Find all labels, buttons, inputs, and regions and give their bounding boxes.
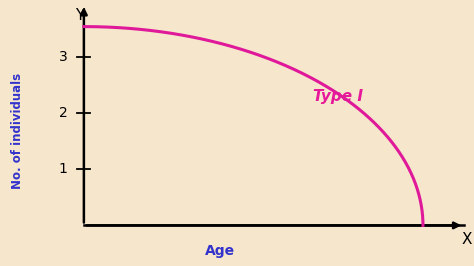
Text: 2: 2	[59, 106, 67, 120]
Text: 3: 3	[59, 50, 67, 64]
Text: Type I: Type I	[313, 89, 363, 104]
Text: Y: Y	[75, 8, 84, 23]
Text: Age: Age	[205, 244, 235, 257]
Text: 1: 1	[58, 163, 67, 176]
Text: No. of individuals: No. of individuals	[11, 73, 24, 189]
Text: X: X	[462, 232, 472, 247]
